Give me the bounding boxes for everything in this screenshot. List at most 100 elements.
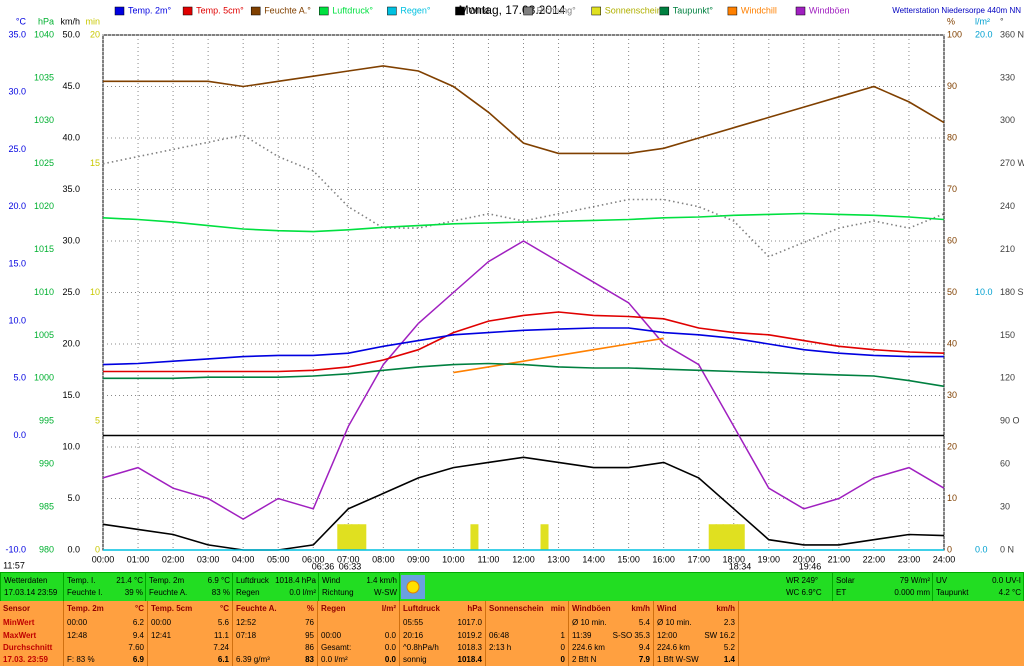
table-cell: 0.0 l/m² 0.0 [318, 654, 398, 666]
axis-unit: l/m² [975, 16, 990, 26]
table-cell: 07:18 95 [233, 630, 316, 642]
x-tick-label: 03:00 [197, 554, 220, 564]
info-row: Wind 1.4 km/h [319, 575, 399, 587]
table-cell: 0 [486, 654, 567, 666]
y-tick-label: 40 [947, 338, 957, 348]
sunshine-bar [470, 524, 479, 550]
y-tick-label: 240 [1000, 201, 1015, 211]
legend-swatch [250, 6, 261, 16]
y-tick-label: 20.0 [975, 29, 993, 39]
y-tick-label: 20 [90, 29, 100, 39]
sunshine-bar [722, 524, 731, 550]
cell-value: 0 [560, 655, 565, 664]
y-tick-label: 10.0 [62, 441, 80, 451]
annotation: 06:36 [312, 561, 335, 570]
x-tick-label: 10:00 [442, 554, 465, 564]
y-tick-label: 35.0 [62, 184, 80, 194]
table-header: Sensor [0, 603, 62, 615]
info-value: 21.4 °C [116, 576, 143, 585]
cell-label: 224.6 km [657, 643, 690, 652]
table-cell: sonnig 1018.4 [400, 654, 484, 666]
y-tick-label: 80 [947, 132, 957, 142]
x-tick-label: 05:00 [267, 554, 290, 564]
cell-value: S-SO 35.3 [612, 631, 650, 640]
y-tick-label: 0 [95, 544, 100, 554]
column-divider [63, 601, 64, 666]
y-tick-label: 45.0 [62, 81, 80, 91]
table-cell: Durchschnitt [0, 642, 62, 654]
y-tick-label: 980 [39, 544, 54, 554]
legend-label: Regen° [400, 5, 431, 15]
y-tick-label: 30.0 [8, 87, 26, 97]
x-tick-label: 13:00 [547, 554, 570, 564]
y-tick-label: 360 N [1000, 29, 1024, 39]
legend-label: Windböen [809, 5, 850, 15]
chart-title: Montag, 17.03.2014 [459, 3, 566, 17]
info-row: Regen 0.0 l/m² [233, 587, 318, 599]
sunshine-bar [344, 524, 353, 550]
cell-label: 07:18 [236, 631, 257, 640]
x-tick-label: 04:00 [232, 554, 255, 564]
cell-label: 00:00 [67, 618, 88, 627]
cell-label: 2 Bft N [572, 655, 597, 664]
legend-label: Windchill [741, 5, 777, 15]
table-cell: 00:00 0.0 [318, 630, 398, 642]
x-tick-label: 18:00 [722, 554, 745, 564]
y-tick-label: 50.0 [62, 29, 80, 39]
x-tick-label: 08:00 [372, 554, 395, 564]
table-cell: 6.1 [148, 654, 231, 666]
table-header: Temp. 2m °C [64, 603, 146, 615]
cell-value: 1018.3 [457, 643, 482, 652]
info-value: 1018.4 hPa [275, 576, 316, 585]
info-label: Wetterdaten [4, 576, 48, 585]
table-cell: MaxWert [0, 630, 62, 642]
y-tick-label: 60 [1000, 459, 1010, 469]
x-tick-label: 19:00 [758, 554, 781, 564]
cell-value: 6.9 [132, 655, 144, 664]
table-cell: 12:52 76 [233, 617, 316, 629]
series-line [102, 327, 944, 366]
y-tick-label: 0 [947, 544, 952, 554]
y-tick-label: 0.0 [13, 430, 26, 440]
cell-label: 17.03. 23:59 [3, 655, 48, 664]
cell-value: °C [135, 604, 144, 613]
info-row: Luftdruck 1018.4 hPa [233, 575, 318, 587]
cell-label: Temp. 5cm [151, 604, 193, 613]
sunshine-bar [715, 524, 724, 550]
column-divider [317, 601, 318, 666]
y-tick-label: 15 [90, 158, 100, 168]
y-tick-label: 30.0 [62, 235, 80, 245]
column-divider [568, 601, 569, 666]
legend-swatch [114, 6, 125, 16]
info-row: Temp. I. 21.4 °C [64, 575, 145, 587]
cell-label: Durchschnitt [3, 643, 53, 652]
cell-label: F: 83 % [67, 655, 95, 664]
info-label: Solar [836, 576, 855, 585]
y-tick-label: 150 [1000, 330, 1015, 340]
table-cell: 224.6 km 5.2 [654, 642, 737, 654]
table-cell: 7.60 [64, 642, 146, 654]
series-line [102, 134, 945, 258]
x-tick-label: 23:00 [898, 554, 921, 564]
cell-value: 7.9 [638, 655, 650, 664]
legend-swatch [182, 6, 193, 16]
info-row: Solar 79 W/m² [833, 575, 932, 587]
info-label: Luftdruck [236, 576, 269, 585]
info-row: WR 249° [783, 575, 832, 587]
legend-swatch [319, 6, 329, 16]
cell-label: 12:41 [151, 631, 172, 640]
table-cell: 00:00 6.2 [64, 617, 146, 629]
annotation: 18:34 [729, 561, 752, 570]
table-cell: ^0.8hPa/h 1018.3 [400, 642, 484, 654]
info-group: WR 249° WC 6.9°C [783, 573, 833, 601]
x-tick-label: 09:00 [407, 554, 430, 564]
y-tick-label: 35.0 [8, 29, 26, 39]
legend-label: Sonnenschein [605, 5, 662, 15]
cell-label: Sensor [3, 604, 31, 613]
y-tick-label: 15.0 [62, 390, 80, 400]
info-row: Temp. 2m 6.9 °C [146, 575, 232, 587]
axis-unit: ° [1000, 16, 1004, 26]
y-tick-label: 10 [90, 287, 100, 297]
cell-label: 20:16 [403, 631, 424, 640]
